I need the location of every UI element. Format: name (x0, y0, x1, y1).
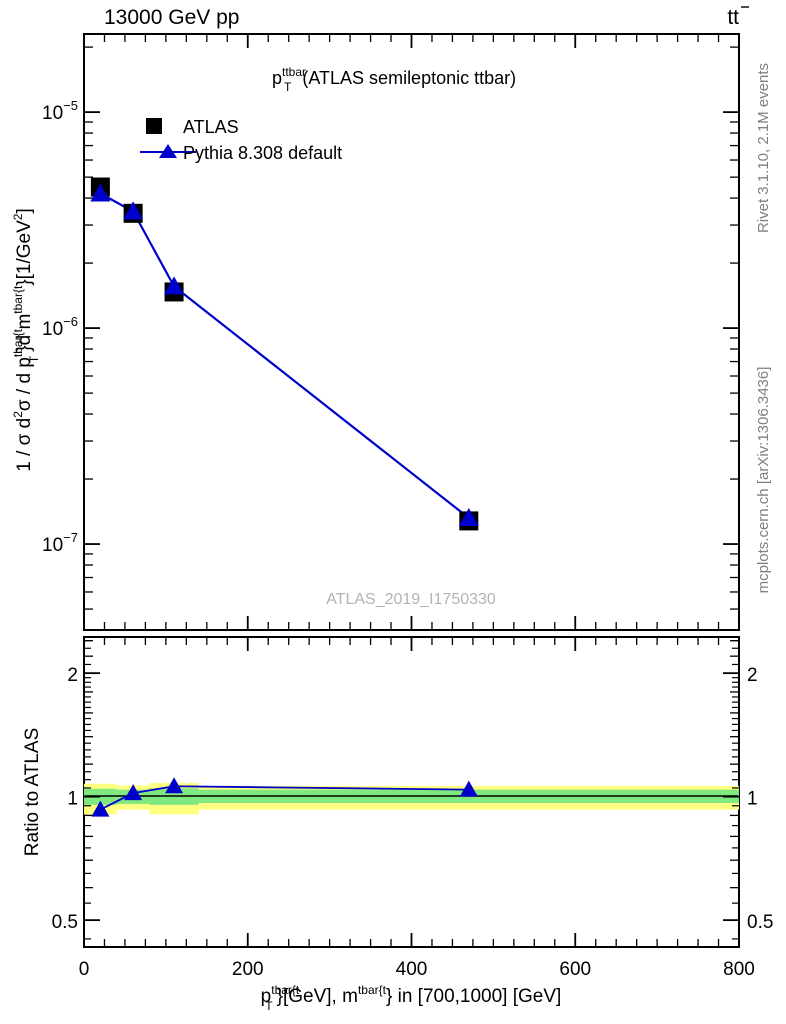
x-axis-label: ptbar{t T}[GeV], mtbar{t} in [700,1000] [… (261, 983, 562, 1013)
header-beam-label: 13000 GeV pp (104, 6, 239, 29)
y-tick-label: 10−5 (42, 98, 78, 124)
x-tick-label: 200 (232, 959, 264, 980)
y-tick-label: 10−6 (42, 314, 78, 340)
x-tick-label: 400 (396, 959, 428, 980)
ratio-y-tick-label: 1 (67, 789, 78, 810)
analysis-watermark: ATLAS_2019_I1750330 (326, 591, 496, 608)
pythia-line (99, 192, 470, 519)
ratio-y-axis-ticks (84, 640, 739, 940)
upper-y-axis-ticks (84, 46, 739, 631)
ratio-data-marker (165, 777, 184, 794)
pythia-data-marker (458, 508, 479, 527)
header-process-label: tt (727, 6, 739, 29)
ratio-y-tick-label-right: 2 (747, 665, 758, 686)
rivet-version-label: Rivet 3.1.10, 2.1M events (755, 63, 772, 233)
ratio-y-axis-label: Ratio to ATLAS (22, 728, 43, 857)
ratio-data-marker (91, 800, 110, 817)
legend-marker-square-icon (146, 118, 162, 134)
ratio-uncertainty-bands (84, 782, 739, 815)
x-tick-label: 600 (559, 959, 591, 980)
ratio-x-axis-ticks (83, 637, 740, 947)
pythia-data-marker (90, 183, 111, 202)
plot-title: pttbar T (ATLAS semileptonic ttbar) (272, 65, 516, 94)
upper-x-axis-ticks (83, 34, 740, 630)
legend: ATLAS Pythia 8.308 default (140, 117, 342, 163)
y-axis-label: 1 / σ d2σ / d ptbar{tT}d mtbar{t}[1/GeV2… (11, 208, 41, 472)
legend-marker-triangle-icon (159, 144, 177, 158)
pythia-data-marker (164, 276, 185, 295)
pythia-data-marker (123, 201, 144, 220)
ratio-y-tick-label: 2 (67, 665, 78, 686)
ratio-y-tick-labels: 2 2 1 1 0.5 0.5 (52, 665, 774, 933)
header-band: 13000 GeV pp tt (104, 6, 749, 29)
ratio-line (99, 785, 469, 811)
ratio-data-marker (459, 780, 478, 797)
upper-y-tick-labels: 10−5 10−6 10−7 (42, 98, 78, 556)
legend-label-pythia: Pythia 8.308 default (183, 143, 342, 163)
x-tick-label: 0 (79, 959, 90, 980)
y-tick-label: 10−7 (42, 530, 78, 556)
ratio-panel-data (91, 777, 478, 817)
x-tick-label: 800 (723, 959, 755, 980)
ratio-y-tick-label-right: 0.5 (747, 912, 773, 933)
ratio-y-tick-label: 0.5 (52, 912, 78, 933)
ratio-data-marker (124, 784, 143, 801)
x-tick-labels: 0 200 400 600 800 (79, 959, 755, 980)
mcplots-source-label: mcplots.cern.ch [arXiv:1306.3436] (755, 367, 772, 594)
ratio-band-inner (84, 788, 117, 805)
legend-label-atlas: ATLAS (183, 117, 239, 137)
upper-panel-data (90, 177, 479, 531)
ratio-y-tick-label-right: 1 (747, 789, 758, 810)
